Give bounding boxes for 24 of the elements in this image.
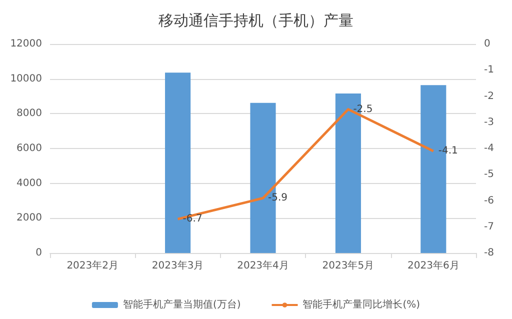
y-tick-label: 10000 <box>10 73 42 84</box>
x-tick-label: 2023年5月 <box>322 260 374 272</box>
y-tick-label: 8000 <box>16 108 42 120</box>
x-tick-label: 2023年4月 <box>237 260 289 272</box>
y2-tick-label: -8 <box>484 248 494 258</box>
y2-tick-label: -7 <box>484 221 494 232</box>
x-tick-label: 2023年6月 <box>407 260 460 272</box>
chart-title: 移动通信手持机（手机）产量 <box>158 12 354 30</box>
y-tick-label: 12000 <box>10 38 42 50</box>
y2-tick-label: -5 <box>484 169 494 180</box>
y-tick-label: 0 <box>36 248 42 258</box>
x-tick-label: 2023年3月 <box>152 260 204 272</box>
y-tick-label: 6000 <box>16 143 42 154</box>
y2-tick-label: -4 <box>484 143 494 154</box>
x-tick-label: 2023年2月 <box>66 260 119 272</box>
legend-label: 智能手机产量当期值(万台) <box>122 298 241 310</box>
y-tick-label: 4000 <box>16 178 42 189</box>
y2-tick-label: 0 <box>484 38 490 50</box>
legend-label: 智能手机产量同比增长(%) <box>302 298 420 310</box>
y2-tick-label: -1 <box>484 64 494 76</box>
y2-tick-label: -2 <box>484 90 494 102</box>
y-tick-label: 2000 <box>16 212 42 224</box>
y2-tick-label: -6 <box>484 195 494 206</box>
y2-tick-label: -3 <box>484 116 494 128</box>
